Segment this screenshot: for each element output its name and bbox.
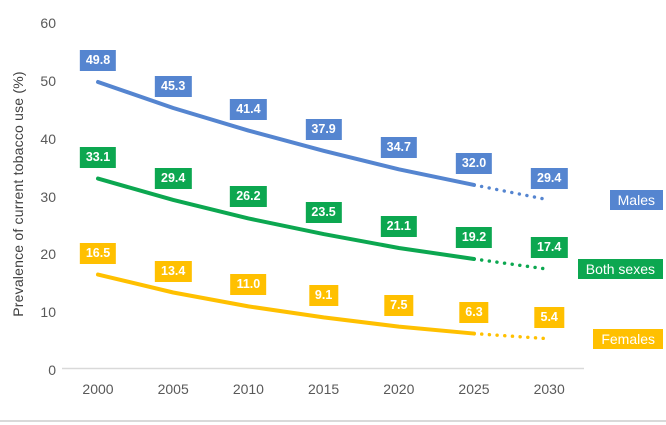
data-label: 34.7 — [380, 137, 417, 159]
data-label: 41.4 — [230, 98, 267, 120]
data-label: 19.2 — [455, 226, 493, 248]
x-tick-label: 2005 — [157, 381, 189, 397]
series-line-females — [96, 272, 476, 336]
x-tick-label: 2010 — [232, 381, 264, 397]
data-label: 17.4 — [531, 237, 568, 259]
legend-females: Females — [593, 328, 663, 349]
series-projection-females — [472, 331, 551, 341]
data-label: 26.2 — [230, 186, 267, 208]
series-projection-males — [472, 183, 551, 202]
series-line-males — [96, 79, 476, 187]
data-label: 49.8 — [79, 49, 117, 71]
data-label: 16.5 — [79, 242, 117, 264]
y-tick-label: 60 — [40, 15, 56, 31]
series-line-both-sexes — [96, 176, 476, 261]
series-projection-both-sexes — [472, 257, 551, 272]
data-label: 45.3 — [155, 76, 192, 97]
data-label: 9.1 — [308, 285, 339, 307]
legend-males: Males — [609, 189, 663, 210]
data-label: 33.1 — [79, 146, 117, 168]
x-tick-label: 2030 — [533, 381, 565, 397]
legend-both-sexes: Both sexes — [577, 259, 663, 280]
y-tick-label: 20 — [40, 246, 56, 263]
data-label: 11.0 — [230, 274, 267, 296]
data-label: 32.0 — [455, 152, 493, 174]
x-tick-label: 2000 — [82, 381, 114, 397]
data-label: 5.4 — [534, 306, 564, 328]
data-label: 7.5 — [384, 294, 414, 316]
data-label: 21.1 — [380, 215, 417, 237]
bottom-divider-line — [0, 420, 666, 422]
data-label: 29.4 — [531, 167, 568, 189]
x-tick-label: 2015 — [308, 381, 340, 397]
data-label: 37.9 — [305, 118, 342, 140]
y-tick-label: 10 — [40, 304, 56, 321]
data-label: 29.4 — [155, 167, 192, 189]
x-tick-label: 2025 — [458, 381, 490, 397]
data-label: 13.4 — [155, 260, 192, 282]
data-label: 23.5 — [305, 202, 342, 224]
y-tick-label: 0 — [48, 362, 56, 378]
y-tick-label: 50 — [40, 72, 56, 89]
x-tick-label: 2020 — [383, 381, 415, 397]
y-tick-label: 40 — [40, 130, 56, 147]
y-tick-label: 30 — [40, 188, 56, 205]
data-label: 6.3 — [459, 301, 489, 323]
